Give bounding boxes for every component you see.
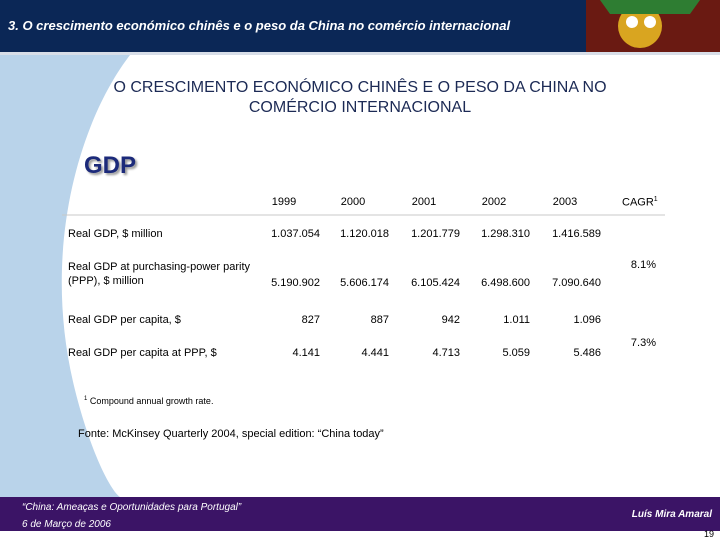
cell: 942: [441, 314, 460, 326]
section-title: GDP: [84, 152, 137, 179]
footnote: 1 Compound annual growth rate.: [84, 396, 213, 406]
cell: 5.486: [573, 347, 601, 359]
cell: 827: [301, 314, 320, 326]
cagr-value: 8.1%: [630, 259, 656, 271]
slide-title: O CRESCIMENTO ECONÓMICO CHINÊS E O PESO …: [113, 79, 607, 116]
cell: 4.713: [432, 347, 460, 359]
row-label: Real GDP per capita, $: [68, 314, 181, 326]
row-label: Real GDP, $ million: [68, 228, 163, 240]
cell: 887: [370, 314, 389, 326]
footer-date: 6 de Março de 2006: [22, 519, 111, 530]
cell: 6.498.600: [481, 277, 530, 289]
footnote-text: Compound annual growth rate.: [89, 396, 214, 406]
cell: 1.096: [573, 314, 601, 326]
column-header: 2000: [340, 196, 366, 208]
cell: 1.011: [503, 314, 530, 326]
column-header: 2003: [552, 196, 578, 208]
cell: 4.141: [292, 347, 320, 359]
header-image-eye: [626, 16, 638, 28]
cell: 1.120.018: [340, 228, 389, 240]
footer-event: “China: Ameaças e Oportunidades para Por…: [22, 502, 242, 513]
header-title: 3. O crescimento económico chinês e o pe…: [8, 18, 511, 33]
header-image-face: [618, 4, 662, 48]
cell: 5.190.902: [271, 277, 320, 289]
header-image-eye: [644, 16, 656, 28]
cell: 6.105.424: [411, 277, 460, 289]
cell: 7.090.640: [552, 277, 601, 289]
header-image-crown: [600, 0, 700, 14]
row-label: Real GDP at purchasing-power parity (PPP…: [68, 261, 250, 287]
cell: 1.201.779: [411, 228, 460, 240]
column-header: 2002: [481, 196, 507, 208]
row-label: Real GDP per capita at PPP, $: [68, 347, 217, 359]
cagr-header: CAGR1: [622, 196, 658, 209]
footnote-marker: 1: [84, 396, 88, 402]
column-header: 1999: [271, 196, 297, 208]
cell: 5.606.174: [340, 277, 389, 289]
cell: 5.059: [502, 347, 530, 359]
cell: 4.441: [361, 347, 389, 359]
header-rule: [0, 52, 720, 55]
cell: 1.416.589: [552, 228, 601, 240]
footer-author: Luís Mira Amaral: [631, 509, 712, 520]
cagr-value: 7.3%: [630, 337, 656, 349]
source: Fonte: McKinsey Quarterly 2004, special …: [78, 428, 384, 440]
side-shape: [0, 55, 130, 497]
column-header: 2001: [411, 196, 437, 208]
cagr-header-text: CAGR: [622, 196, 654, 209]
footer-bar: [0, 497, 720, 531]
cell: 1.298.310: [481, 228, 530, 240]
page-number: 19: [703, 529, 714, 539]
cagr-note: 1: [653, 196, 658, 203]
cell: 1.037.054: [271, 228, 320, 240]
